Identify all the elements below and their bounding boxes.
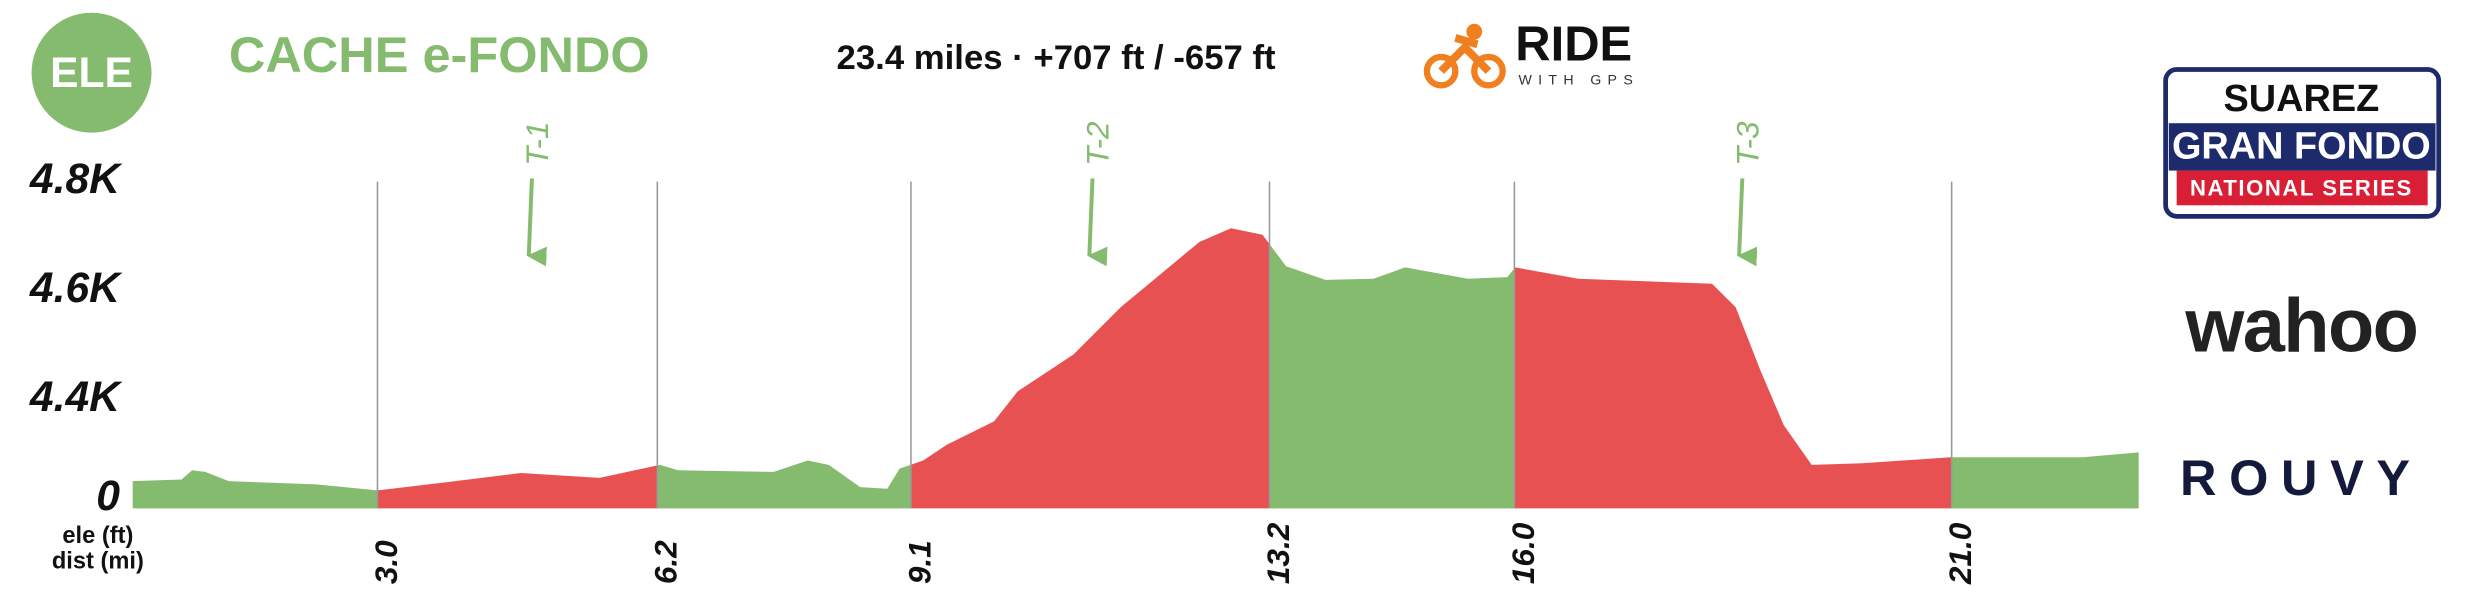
logo-band: [2176, 170, 2428, 206]
marker-arrow: [1087, 178, 1108, 267]
rouvy-logo: ROUVY: [2180, 449, 2423, 506]
elevation-area: [1269, 244, 1515, 509]
y-tick-label: 4.8K: [29, 155, 123, 203]
elevation-area: [377, 465, 658, 509]
logo-wheel: [1423, 53, 1459, 89]
logo-text: SUAREZ: [2224, 78, 2380, 120]
badge-circle: [31, 12, 152, 133]
marker-label: T-3: [1730, 121, 1766, 166]
chart-title: CACHE e-FONDO: [229, 26, 650, 83]
elevation-area: [1951, 452, 2139, 509]
marker-arrow: [1737, 178, 1758, 267]
marker-label: T-1: [519, 121, 555, 165]
y-tick-label: 4.6K: [29, 264, 123, 312]
y-axis-label: ele (ft): [62, 523, 133, 549]
ride-logo: RIDE WITH GPS: [1423, 17, 1639, 89]
logo-text: WITH GPS: [1518, 72, 1639, 88]
x-tick-label: 6.2: [648, 540, 684, 584]
logo-text: GRAN FONDO: [2172, 125, 2431, 167]
chart-subtitle: 23.4 miles · +707 ft / -657 ft: [837, 39, 1276, 77]
logo-rider: [1438, 34, 1492, 74]
x-tick-label: 9.1: [901, 540, 937, 584]
elevation-area: [1514, 267, 1952, 509]
logo-text: RIDE: [1515, 17, 1632, 71]
x-tick-label: 21.0: [1942, 522, 1978, 585]
logo-wheel: [1471, 53, 1506, 89]
plot: 3.0 6.2 9.1 13.2 16.0 21.0 0 4.4K 4.6K 4.8K T-1 T-2…: [29, 121, 2139, 585]
elevation-area: [132, 470, 378, 509]
badge: ELE: [50, 49, 133, 97]
x-tick-label: 16.0: [1505, 522, 1541, 584]
y-tick-label: 0: [96, 472, 120, 520]
logo-head: [1466, 23, 1483, 40]
logo-band: [2168, 123, 2436, 171]
marker-arrow: [526, 178, 547, 267]
elevation-area: [657, 460, 911, 509]
x-tick-label: 3.0: [368, 540, 404, 584]
y-tick-label: 4.4K: [29, 373, 123, 421]
logo-text: NATIONAL SERIES: [2190, 175, 2413, 200]
elevation-area: [910, 228, 1270, 509]
suarez-logo: SUAREZ GRAN FONDO NATIONAL SERIES: [2163, 67, 2442, 219]
x-axis-label: dist (mi): [52, 548, 144, 574]
marker-label: T-2: [1080, 121, 1116, 166]
wahoo-logo: wahoo: [2184, 284, 2417, 369]
x-tick-label: 13.2: [1260, 522, 1296, 584]
